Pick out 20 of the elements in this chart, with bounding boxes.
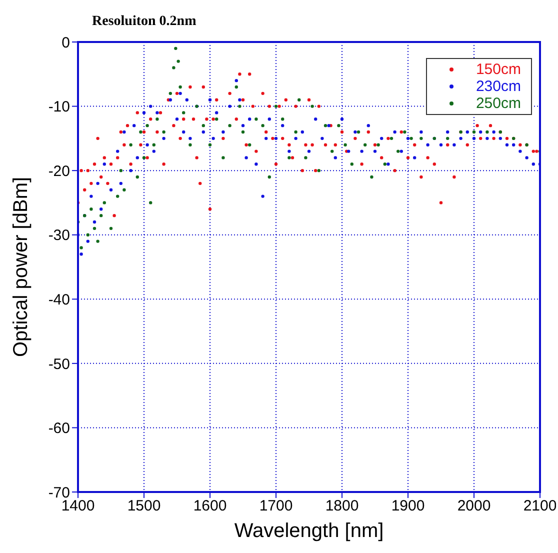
legend-label: 150cm	[476, 61, 521, 78]
x-tick-label: 1900	[391, 498, 425, 515]
y-axis-title: Optical power [dBm]	[10, 176, 32, 358]
x-axis-title: Wavelength [nm]	[234, 520, 384, 542]
x-tick-label: 1800	[325, 498, 359, 515]
x-tick-label: 2000	[457, 498, 491, 515]
y-tick-label: -50	[48, 356, 70, 373]
x-tick-label: 1600	[193, 498, 227, 515]
y-tick-label: -20	[48, 162, 70, 180]
x-tick-label: 1500	[127, 498, 161, 515]
legend-label: 230cm	[476, 78, 521, 95]
chart-title: Resoluiton 0.2nm	[92, 14, 196, 30]
y-tick-label: -30	[48, 227, 70, 244]
x-tick-label: 2100	[523, 498, 557, 515]
y-tick-label: -60	[48, 420, 70, 438]
x-tick-label: 1700	[259, 498, 293, 515]
y-tick-label: -10	[48, 98, 70, 116]
legend-label: 250cm	[476, 95, 521, 112]
y-tick-label: 0	[62, 34, 70, 52]
y-tick-label: -40	[48, 291, 70, 308]
